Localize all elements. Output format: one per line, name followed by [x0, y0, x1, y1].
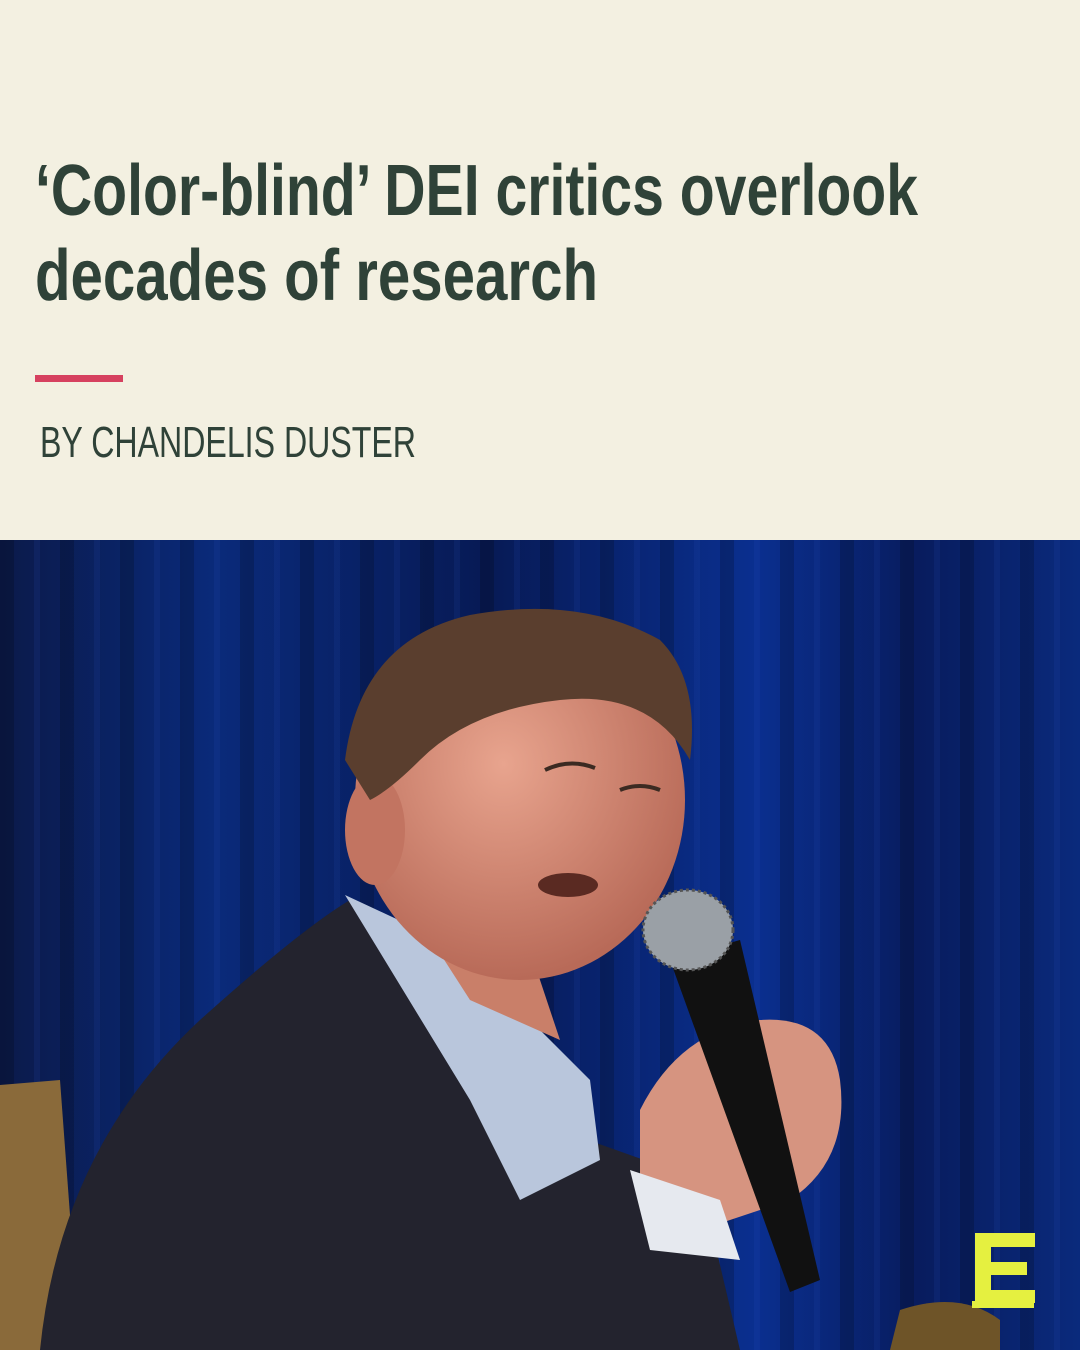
- accent-rule: [35, 375, 123, 382]
- headline-line: ‘Color-blind’ DEI critics overlook: [35, 151, 919, 231]
- brand-logo: [972, 1233, 1035, 1308]
- headline-line: decades of research: [35, 236, 598, 316]
- photo: [0, 540, 1080, 1350]
- header-background: [0, 0, 1080, 540]
- byline: BY CHANDELIS DUSTER: [40, 418, 416, 467]
